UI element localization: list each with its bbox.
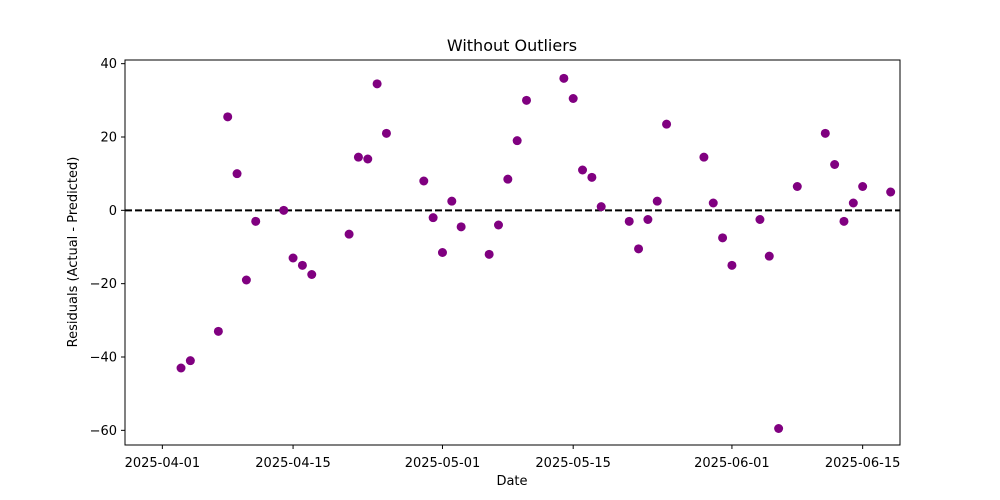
data-point	[764, 251, 774, 261]
data-point	[792, 182, 802, 191]
x-axis-label: Date	[496, 474, 527, 489]
data-point	[559, 73, 569, 83]
y-tick-label: −20	[90, 277, 117, 292]
data-point	[643, 215, 653, 224]
x-tick-label: 2025-06-01	[694, 456, 770, 471]
data-point	[447, 196, 457, 206]
data-point	[596, 202, 606, 212]
y-tick-label: 20	[100, 131, 117, 146]
data-point	[297, 260, 307, 270]
data-point	[886, 187, 896, 197]
data-point	[372, 79, 382, 89]
data-point	[484, 249, 494, 259]
data-point	[363, 154, 373, 164]
data-point	[568, 94, 578, 103]
data-point	[307, 270, 317, 279]
y-tick-label: 0	[109, 204, 117, 219]
data-point	[727, 260, 737, 270]
data-point	[456, 222, 466, 232]
data-point	[232, 169, 242, 179]
data-point	[419, 176, 429, 186]
data-point	[176, 363, 186, 373]
data-point	[755, 215, 765, 224]
data-point	[241, 275, 251, 285]
data-point	[830, 160, 840, 169]
data-point	[381, 128, 391, 138]
y-tick-label: 40	[100, 57, 117, 72]
x-tick-label: 2025-06-15	[825, 456, 901, 471]
data-point	[185, 356, 195, 366]
data-point	[820, 128, 830, 138]
data-point	[774, 424, 784, 433]
data-point	[428, 213, 438, 223]
data-point	[512, 136, 522, 146]
y-axis-label: Residuals (Actual - Predicted)	[66, 157, 81, 348]
data-point	[503, 174, 513, 184]
data-point	[848, 198, 858, 208]
data-point	[353, 152, 363, 162]
data-point	[839, 216, 849, 226]
data-point	[344, 229, 354, 239]
plot-frame	[124, 59, 901, 446]
data-point	[662, 119, 672, 129]
x-tick-label: 2025-05-15	[535, 456, 611, 471]
x-tick-label: 2025-05-01	[405, 456, 481, 471]
data-point	[634, 244, 644, 254]
data-point	[437, 248, 447, 257]
x-tick-label: 2025-04-15	[255, 456, 331, 471]
data-point	[708, 198, 718, 208]
y-tick-label: −40	[90, 351, 117, 366]
y-tick-label: −60	[90, 424, 117, 439]
data-point	[288, 253, 298, 263]
data-point	[624, 216, 634, 226]
data-point	[223, 112, 233, 122]
data-point	[213, 326, 223, 336]
data-point	[251, 216, 261, 226]
data-point	[279, 205, 289, 215]
x-tick-label: 2025-04-01	[125, 456, 201, 471]
data-point	[718, 233, 728, 243]
data-point	[652, 196, 662, 206]
data-point	[522, 95, 532, 105]
plot-area: 40 20 0 −20 −40 −60 2025-04-01 2025-04-15 2025-0…	[90, 57, 901, 471]
data-point	[858, 182, 868, 191]
data-point	[699, 152, 709, 162]
data-point	[578, 165, 588, 175]
chart-title: Without Outliers	[447, 36, 577, 55]
data-point	[493, 220, 503, 230]
data-point	[587, 172, 597, 182]
